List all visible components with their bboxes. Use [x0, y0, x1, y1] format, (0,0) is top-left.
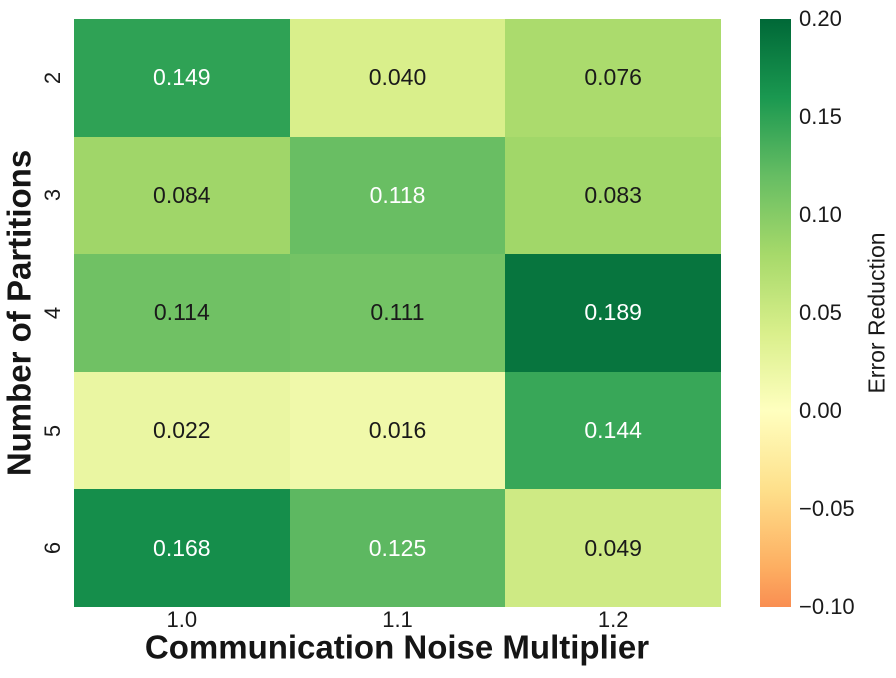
heatmap-cell-r0-c1: 0.040 [289, 19, 506, 137]
x-tick-label-1.1: 1.1 [382, 607, 413, 632]
heatmap-cell-r1-c2: 0.083 [505, 136, 721, 255]
x-tick-label-1.2: 1.2 [597, 607, 629, 632]
x-tick-label-1.0: 1.0 [166, 607, 198, 632]
heatmap-cell-r0-c2: 0.076 [505, 19, 721, 137]
y-tick-label-6: 6 [40, 542, 65, 555]
y-axis-label: Number of Partitions [0, 149, 38, 477]
x-axis-label: Communication Noise Multiplier [144, 628, 650, 666]
heatmap-cell-r4-c2: 0.049 [505, 489, 721, 607]
heatmap-cell-r1-c0: 0.084 [74, 136, 290, 255]
heatmap-cell-r4-c0: 0.168 [74, 489, 290, 607]
colorbar-tick-label-3: 0.05 [799, 300, 842, 325]
colorbar-tick-label-1: 0.15 [799, 104, 842, 129]
heatmap-grid: 0.149 0.040 0.076 0.084 0.118 0.083 0.114 0.111… [74, 19, 721, 607]
heatmap-cell-r4-c1: 0.125 [289, 489, 506, 607]
heatmap-cell-r2-c2: 0.189 [505, 254, 721, 372]
colorbar-gradient [760, 19, 791, 607]
heatmap-cell-r3-c1: 0.016 [289, 371, 506, 490]
heatmap-cell-r2-c1: 0.111 [289, 254, 506, 372]
colorbar-tick-label-6: −0.10 [799, 594, 855, 619]
heatmap-cell-r0-c0: 0.149 [74, 19, 290, 137]
colorbar-tick-label-0: 0.20 [799, 6, 842, 31]
y-tick-label-4: 4 [40, 306, 65, 320]
heatmap-cell-r2-c0: 0.114 [74, 254, 290, 372]
colorbar-tick-label-2: 0.10 [799, 202, 842, 227]
y-tick-label-2: 2 [40, 71, 65, 84]
y-tick-label-3: 3 [40, 189, 65, 202]
y-tick-label-5: 5 [40, 424, 65, 437]
colorbar-tick-label-5: −0.05 [799, 496, 855, 521]
heatmap-cell-r1-c1: 0.118 [289, 136, 506, 255]
colorbar-tick-label-4: 0.00 [799, 398, 842, 423]
heatmap-cell-r3-c2: 0.144 [505, 371, 721, 490]
colorbar-label: Error Reduction [863, 232, 890, 394]
heatmap-cell-r3-c0: 0.022 [74, 371, 290, 490]
